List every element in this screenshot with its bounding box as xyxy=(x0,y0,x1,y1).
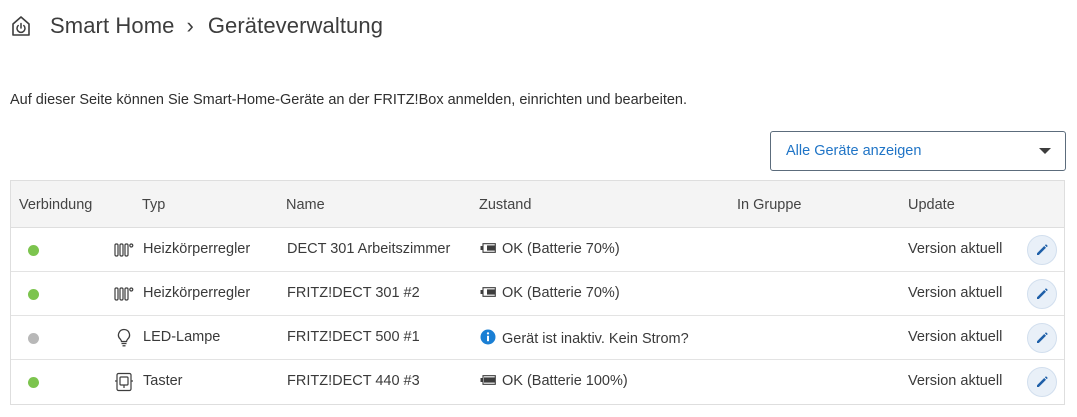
device-state: OK (Batterie 70%) xyxy=(480,241,620,257)
device-state-text: OK (Batterie 100%) xyxy=(502,373,628,389)
column-header-zustand[interactable]: Zustand xyxy=(479,197,532,213)
column-header-update[interactable]: Update xyxy=(908,197,955,213)
edit-device-button[interactable] xyxy=(1027,323,1057,353)
device-state: OK (Batterie 100%) xyxy=(480,373,628,389)
device-state: OK (Batterie 70%) xyxy=(480,285,620,301)
breadcrumb-smart-home[interactable]: Smart Home xyxy=(50,13,175,38)
table-row[interactable]: Taster FRITZ!DECT 440 #3 OK (Batterie 100%… xyxy=(11,360,1064,404)
device-type: Heizkörperregler xyxy=(143,285,251,301)
page-title: Geräteverwaltung xyxy=(207,13,384,38)
device-type: Taster xyxy=(143,373,183,389)
chevron-down-icon xyxy=(1039,148,1051,154)
device-state-text: OK (Batterie 70%) xyxy=(502,285,620,301)
column-header-typ[interactable]: Typ xyxy=(142,197,166,213)
intro-text: Auf dieser Seite können Sie Smart-Home-G… xyxy=(10,92,688,108)
device-filter-select[interactable]: Alle Geräte anzeigen xyxy=(770,131,1066,171)
table-row[interactable]: Heizkörperregler DECT 301 Arbeitszimmer OK… xyxy=(11,228,1064,272)
table-row[interactable]: LED-Lampe FRITZ!DECT 500 #1 Gerät ist inak… xyxy=(11,316,1064,360)
pencil-icon xyxy=(1035,287,1049,301)
edit-device-button[interactable] xyxy=(1027,235,1057,265)
connection-status-dot xyxy=(28,245,39,256)
pencil-icon xyxy=(1035,243,1049,257)
device-name: FRITZ!DECT 301 #2 xyxy=(287,285,420,301)
device-name: FRITZ!DECT 440 #3 xyxy=(287,373,420,389)
column-header-in-gruppe[interactable]: In Gruppe xyxy=(737,197,802,213)
table-body: Heizkörperregler DECT 301 Arbeitszimmer OK… xyxy=(11,228,1064,404)
device-filter-value: Alle Geräte anzeigen xyxy=(786,143,922,159)
battery-icon xyxy=(480,241,496,257)
device-update-status: Version aktuell xyxy=(908,373,1003,389)
device-table: Verbindung Typ Name Zustand In Gruppe Up… xyxy=(10,180,1065,405)
bulb-icon xyxy=(114,328,134,348)
smart-home-power-icon[interactable] xyxy=(10,15,32,37)
device-name: FRITZ!DECT 500 #1 xyxy=(287,329,420,345)
pencil-icon xyxy=(1035,331,1049,345)
table-header: Verbindung Typ Name Zustand In Gruppe Up… xyxy=(11,181,1064,228)
breadcrumb-separator: › xyxy=(186,13,194,38)
device-update-status: Version aktuell xyxy=(908,241,1003,257)
device-type: Heizkörperregler xyxy=(143,241,251,257)
connection-status-dot xyxy=(28,289,39,300)
radiator-icon xyxy=(114,240,134,260)
table-row[interactable]: Heizkörperregler FRITZ!DECT 301 #2 OK (Bat… xyxy=(11,272,1064,316)
radiator-icon xyxy=(114,284,134,304)
battery-icon xyxy=(480,285,496,301)
device-type: LED-Lampe xyxy=(143,329,221,345)
device-update-status: Version aktuell xyxy=(908,329,1003,345)
device-name: DECT 301 Arbeitszimmer xyxy=(287,241,451,257)
edit-device-button[interactable] xyxy=(1027,279,1057,309)
switch-icon xyxy=(114,372,134,392)
battery-icon xyxy=(480,373,496,389)
device-state-text: OK (Batterie 70%) xyxy=(502,241,620,257)
device-state: Gerät ist inaktiv. Kein Strom? xyxy=(480,329,689,349)
column-header-verbindung[interactable]: Verbindung xyxy=(19,197,93,213)
column-header-name[interactable]: Name xyxy=(286,197,325,213)
connection-status-dot xyxy=(28,377,39,388)
breadcrumb: Smart Home › Geräteverwaltung xyxy=(10,8,383,44)
device-state-text: Gerät ist inaktiv. Kein Strom? xyxy=(502,330,689,347)
edit-device-button[interactable] xyxy=(1027,367,1057,397)
info-icon xyxy=(480,329,496,349)
pencil-icon xyxy=(1035,375,1049,389)
connection-status-dot xyxy=(28,333,39,344)
device-update-status: Version aktuell xyxy=(908,285,1003,301)
